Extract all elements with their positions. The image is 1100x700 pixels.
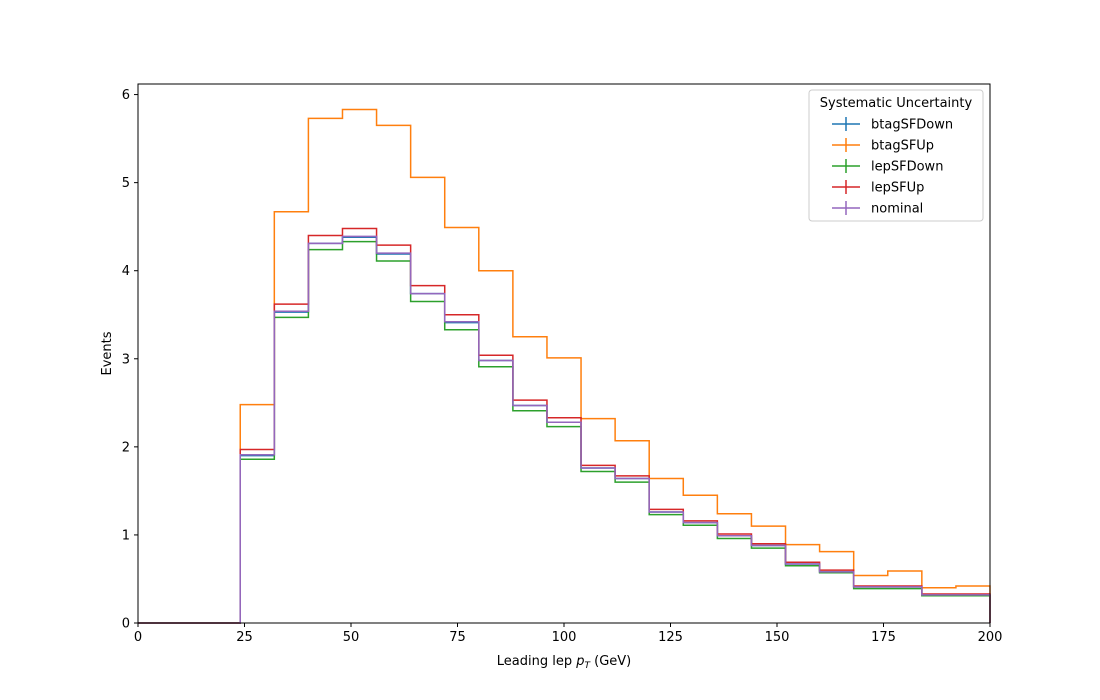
y-axis: 0 1 2 3 4 5 6 bbox=[122, 88, 138, 632]
y-tick-label: 4 bbox=[122, 264, 130, 279]
x-tick-label: 25 bbox=[236, 630, 253, 645]
legend-label: lepSFUp bbox=[871, 181, 924, 196]
legend-label: btagSFUp bbox=[871, 139, 934, 154]
legend-box bbox=[808, 89, 984, 222]
y-tick-label: 6 bbox=[122, 88, 130, 103]
x-tick-label: 150 bbox=[765, 630, 790, 645]
legend-title: Systematic Uncertainty bbox=[820, 96, 973, 111]
x-tick-label: 75 bbox=[449, 630, 466, 645]
x-tick-label: 200 bbox=[978, 630, 1003, 645]
y-tick-label: 5 bbox=[122, 176, 130, 191]
y-tick-label: 3 bbox=[122, 352, 130, 367]
legend-item-nominal: nominal bbox=[832, 201, 923, 217]
legend-label: nominal bbox=[871, 202, 923, 217]
x-tick-label: 125 bbox=[658, 630, 683, 645]
legend-item-lepSFUp: lepSFUp bbox=[832, 180, 924, 196]
y-axis-label: Events bbox=[100, 331, 115, 375]
y-tick-label: 0 bbox=[122, 617, 130, 632]
legend-item-btagSFUp: btagSFUp bbox=[832, 138, 934, 154]
legend: Systematic Uncertainty btagSFDown btagSFUp… bbox=[808, 89, 984, 222]
legend-label: btagSFDown bbox=[871, 118, 953, 133]
y-tick-label: 2 bbox=[122, 440, 130, 455]
x-tick-label: 0 bbox=[134, 630, 142, 645]
plot-series-group bbox=[138, 108, 991, 624]
legend-label: lepSFDown bbox=[871, 160, 943, 175]
y-tick-label: 1 bbox=[122, 528, 130, 543]
x-axis: 0 25 50 75 100 125 150 175 200 bbox=[134, 623, 1003, 645]
x-axis-label: Leading lep pT (GeV) bbox=[497, 654, 631, 671]
series-line-nominal bbox=[138, 235, 991, 624]
legend-item-lepSFDown: lepSFDown bbox=[832, 159, 943, 175]
x-tick-label: 50 bbox=[343, 630, 360, 645]
legend-item-btagSFDown: btagSFDown bbox=[832, 117, 953, 133]
x-tick-label: 175 bbox=[871, 630, 896, 645]
x-tick-label: 100 bbox=[552, 630, 577, 645]
